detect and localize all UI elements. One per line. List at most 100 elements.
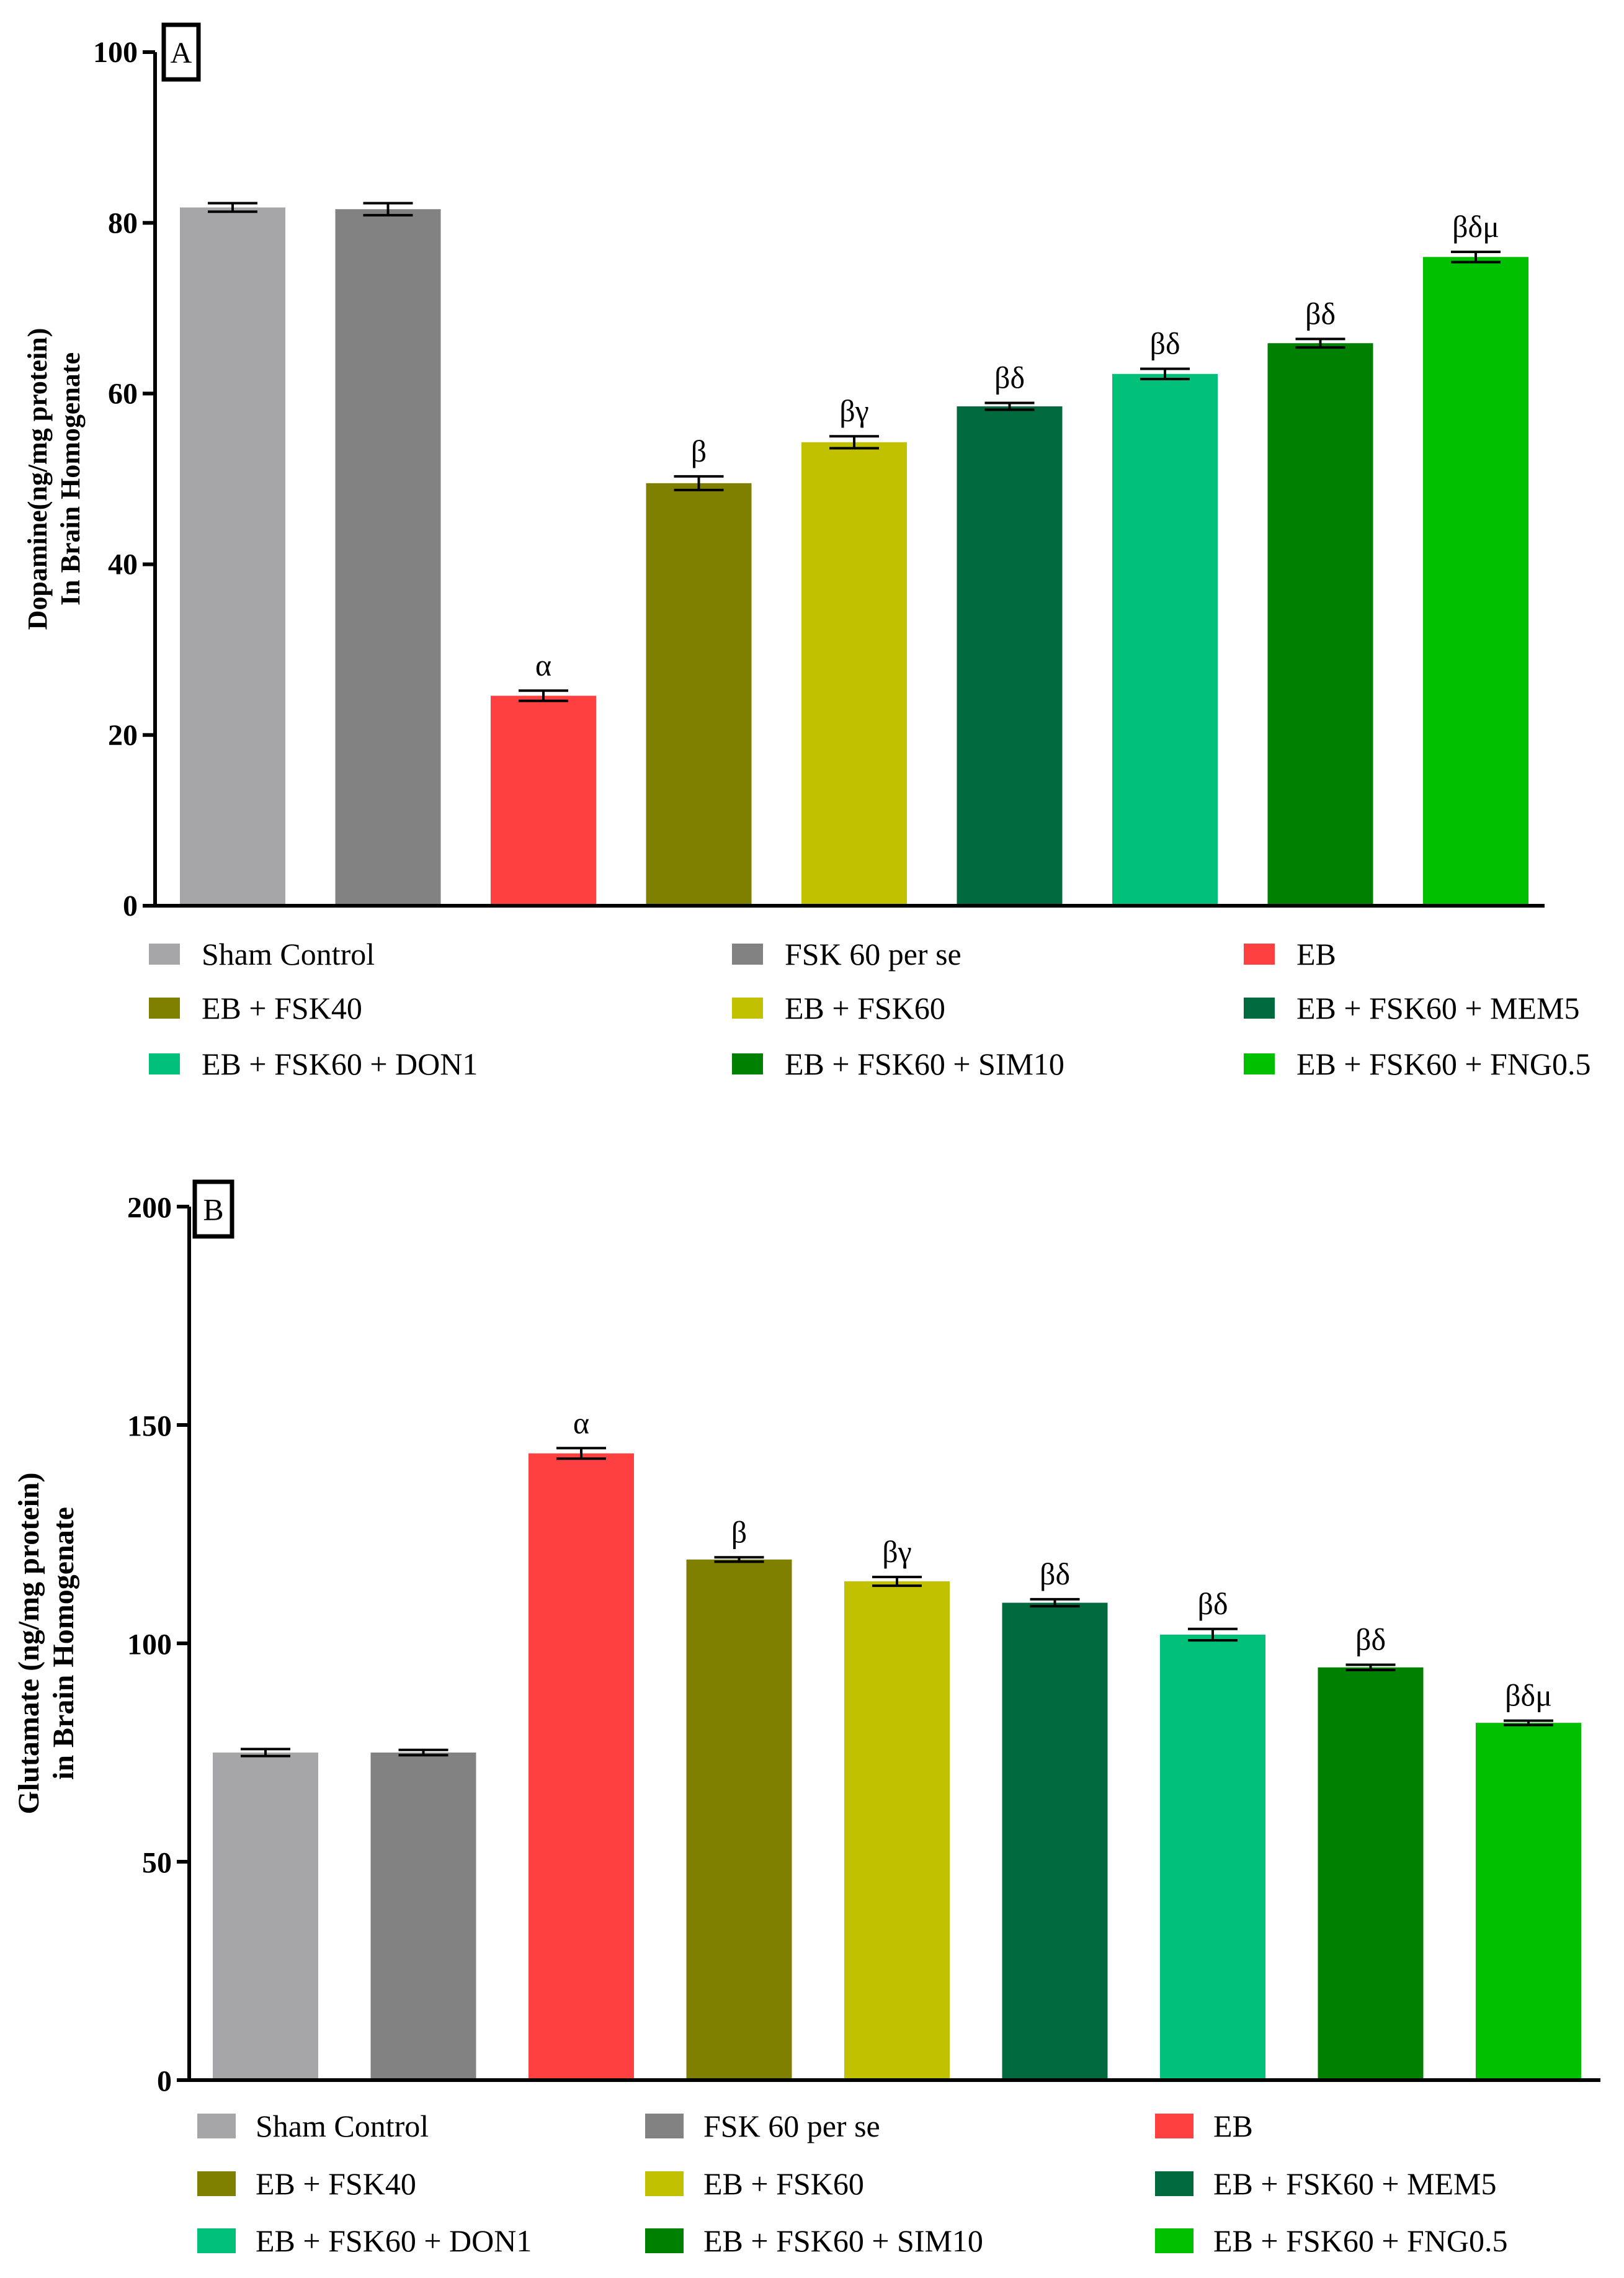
panel-a-legend-label: EB + FSK40 (202, 991, 362, 1025)
panel-b-significance-label: α (573, 1405, 589, 1440)
panel-a-legend-item: FSK 60 per se (732, 937, 961, 972)
panel-a-y-tick-label: 0 (123, 890, 138, 922)
panel-b-y-axis-label: Glutamate (ng/mg protein) (12, 1472, 45, 1814)
panel-a-legend-swatch (1244, 1053, 1275, 1074)
panel-b-bar (1476, 1723, 1581, 2080)
panel-a-legend-swatch (732, 998, 763, 1019)
panel-b-legend-label: EB + FSK60 + DON1 (256, 2223, 532, 2258)
panel-b-legend-swatch (197, 2114, 236, 2138)
panel-a-legend-label: Sham Control (202, 937, 375, 972)
panel-a-error-bar (208, 202, 257, 213)
panel-b-error-bar (1030, 1597, 1080, 1608)
panel-b-legend-label: EB + FSK60 (703, 2166, 864, 2201)
panel-a-legend-label: FSK 60 per se (785, 937, 961, 972)
panel-a-legend-label: EB + FSK60 + DON1 (202, 1047, 478, 1081)
panel-b-bar (1318, 1667, 1424, 2080)
panel-b-significance-label: βγ (882, 1534, 912, 1569)
panel-a-significance-label: βδ (1150, 326, 1180, 360)
panel-b-error-bar (714, 1556, 764, 1563)
panel-a-y-tick-label: 80 (108, 207, 138, 239)
panel-b-legend-item: EB + FSK60 + FNG0.5 (1155, 2223, 1508, 2258)
panel-a-y-tick-label: 60 (108, 378, 138, 411)
panel-b-legend-label: FSK 60 per se (703, 2109, 880, 2143)
panel-a-legend-item: EB + FSK60 + SIM10 (732, 1047, 1064, 1081)
panel-a-bar (1423, 257, 1528, 906)
panel-a-bar (1267, 343, 1373, 906)
panel-b-error-bar (556, 1447, 606, 1460)
panel-a-legend-label: EB + FSK60 + FNG0.5 (1296, 1047, 1591, 1081)
panel-b-legend-label: EB + FSK60 + FNG0.5 (1213, 2223, 1508, 2258)
panel-a-legend-swatch (149, 998, 180, 1019)
panel-a-error-bar (984, 401, 1035, 411)
panel-a-legend-item: Sham Control (149, 937, 375, 972)
panel-a-legend-item: EB (1244, 937, 1336, 972)
panel-a-bar (180, 207, 285, 906)
panel-a-bar (801, 442, 907, 906)
panel-b-legend-item: EB (1155, 2109, 1253, 2143)
panel-a-error-bar (363, 202, 413, 217)
panel-a-legend-item: EB + FSK60 + MEM5 (1244, 991, 1579, 1025)
panel-a-y-axis-label: Dopamine(ng/mg protein) (22, 328, 53, 630)
panel-a-legend-item: EB + FSK40 (149, 991, 362, 1025)
panel-b-label: B (203, 1192, 223, 1227)
panel-b-significance-label: βδ (1355, 1622, 1386, 1656)
panel-b-legend-swatch (1155, 2228, 1193, 2253)
panel-a-bar (646, 483, 752, 906)
panel-a-dopamine-chart: α β βγ βδ βδ βδ βδμ 0 20 40 60 80 100 Dopamine(ng/mg … (22, 22, 1591, 1081)
panel-b-y-tick-label: 100 (127, 1628, 172, 1661)
panel-a-bar (1112, 373, 1218, 906)
panel-b-legend-item: FSK 60 per se (645, 2109, 880, 2143)
panel-b-legend-label: EB (1213, 2109, 1253, 2143)
panel-b-error-bar (1188, 1627, 1238, 1642)
panel-a-error-bar (1140, 367, 1190, 381)
panel-b-legend-item: EB + FSK60 + SIM10 (645, 2223, 983, 2258)
panel-a-significance-label: α (535, 648, 551, 682)
panel-a-significance-label: βγ (839, 393, 869, 428)
panel-b-label-box (192, 1179, 234, 1239)
panel-b-significance-label: βδμ (1505, 1678, 1552, 1713)
panel-b-bar (529, 1453, 634, 2080)
panel-b-bar (844, 1581, 950, 2080)
panel-b-error-bar (398, 1748, 448, 1757)
panel-b-error-bar (872, 1575, 922, 1588)
panel-b-legend-swatch (645, 2228, 684, 2253)
panel-b-legend-label: EB + FSK60 + MEM5 (1213, 2166, 1496, 2201)
panel-b-legend-swatch (645, 2114, 684, 2138)
panel-a-legend-swatch (149, 1053, 180, 1074)
panel-a-legend-label: EB + FSK60 + SIM10 (785, 1047, 1064, 1081)
panel-a-label: A (171, 37, 192, 69)
panel-b-glutamate-chart: α β βγ βδ βδ βδ βδμ 0 50 100 150 200 Glutamate (ng/m… (12, 1179, 1600, 2258)
panel-b-bar (1002, 1602, 1108, 2080)
panel-b-error-bar (241, 1748, 290, 1758)
panel-a-error-bar (1451, 250, 1501, 264)
panel-a-y-axis-label: In Brain Homogenate (55, 352, 86, 605)
panel-a-legend-item: EB + FSK60 (732, 991, 945, 1025)
panel-a-bar (957, 406, 1063, 906)
panel-a-error-bar (674, 475, 724, 491)
panel-b-y-tick-label: 150 (127, 1410, 172, 1443)
panel-a-significance-label: βδ (1305, 296, 1336, 331)
panel-a-significance-label: β (691, 434, 707, 468)
panel-b-y-tick-label: 50 (142, 1847, 172, 1880)
panel-a-y-tick-label: 100 (93, 36, 138, 69)
panel-b-significance-label: β (731, 1514, 747, 1549)
panel-b-legend-label: EB + FSK60 + SIM10 (703, 2223, 983, 2258)
panel-b-legend-swatch (1155, 2114, 1193, 2138)
panel-b-legend-swatch (197, 2228, 236, 2253)
panel-a-label-box (161, 22, 201, 82)
panel-a-legend-item: EB + FSK60 + DON1 (149, 1047, 478, 1081)
panel-b-y-axis-label: in Brain Homogenate (47, 1507, 80, 1780)
panel-b-significance-label: βδ (1198, 1586, 1228, 1621)
panel-b-legend-item: EB + FSK60 + DON1 (197, 2223, 532, 2258)
panel-a-error-bar (829, 435, 879, 450)
panel-a-y-tick-label: 40 (108, 548, 138, 581)
panel-a-significance-label: βδ (994, 360, 1025, 395)
panel-a-legend-swatch (1244, 944, 1275, 965)
panel-a-legend-label: EB (1296, 937, 1336, 972)
panel-a-error-bar (1295, 337, 1345, 349)
panel-a-legend-swatch (732, 944, 763, 965)
panel-b-legend-item: EB + FSK40 (197, 2166, 416, 2201)
panel-a-error-bar (519, 689, 568, 702)
panel-b-error-bar (1504, 1719, 1553, 1726)
panel-a-legend-label: EB + FSK60 + MEM5 (1296, 991, 1579, 1025)
